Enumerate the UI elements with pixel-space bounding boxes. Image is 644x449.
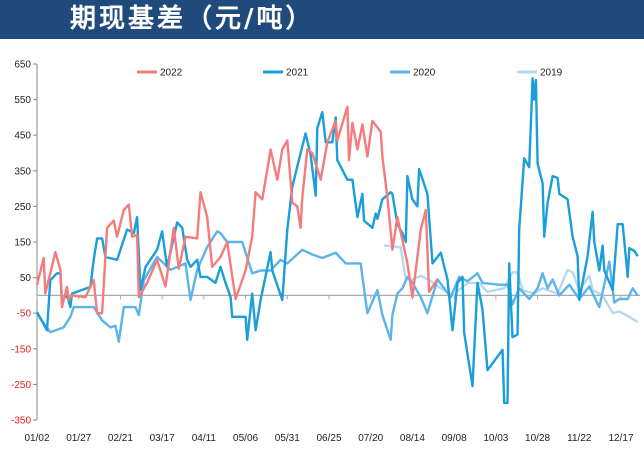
x-tick-label: 06/25 [316, 433, 341, 444]
x-tick-label: 08/14 [400, 433, 425, 444]
legend-label-2021: 2021 [286, 68, 309, 79]
y-tick-label: -350 [11, 416, 31, 427]
y-tick-label: 50 [20, 273, 32, 284]
x-tick-label: 07/20 [358, 433, 383, 444]
x-tick-label: 02/21 [108, 433, 133, 444]
legend-label-2020: 2020 [413, 68, 436, 79]
axes: 650 550 450 350 250 150 50 -50 -150 -250 -350 01/02… [11, 60, 640, 444]
series-line-2020 [36, 230, 639, 343]
x-tick-label: 09/08 [442, 433, 467, 444]
x-tick-label: 12/17 [608, 433, 633, 444]
legend-label-2022: 2022 [160, 68, 183, 79]
x-tick-label: 05/06 [233, 433, 258, 444]
series-lines [35, 77, 639, 405]
series-line-2022 [35, 105, 439, 315]
page-title: 期现基差（元/吨） [70, 4, 315, 34]
y-tick-label: -50 [17, 309, 32, 320]
y-tick-label: 450 [14, 131, 31, 142]
legend-label-2019: 2019 [540, 68, 563, 79]
series-line-2019 [383, 244, 639, 324]
x-tick-label: 01/27 [66, 433, 91, 444]
y-tick-label: 550 [14, 95, 31, 106]
x-tick-label: 05/31 [275, 433, 300, 444]
x-tick-label: 10/28 [525, 433, 550, 444]
x-tick-label: 11/22 [567, 433, 592, 444]
series-line-2021 [35, 77, 639, 405]
y-tick-label: -250 [11, 380, 31, 391]
x-tick-label: 04/11 [192, 433, 217, 444]
legend: 2022 2021 2020 2019 [137, 68, 563, 79]
y-tick-label: 650 [14, 60, 31, 71]
y-tick-label: 350 [14, 166, 31, 177]
x-tick-label: 10/03 [483, 433, 508, 444]
x-tick-label: 03/17 [150, 433, 175, 444]
y-tick-label: -150 [11, 344, 31, 355]
header-banner: 期现基差（元/吨） [0, 0, 644, 39]
y-tick-label: 250 [14, 202, 31, 213]
x-tick-label: 01/02 [24, 433, 49, 444]
y-tick-label: 150 [14, 238, 31, 249]
